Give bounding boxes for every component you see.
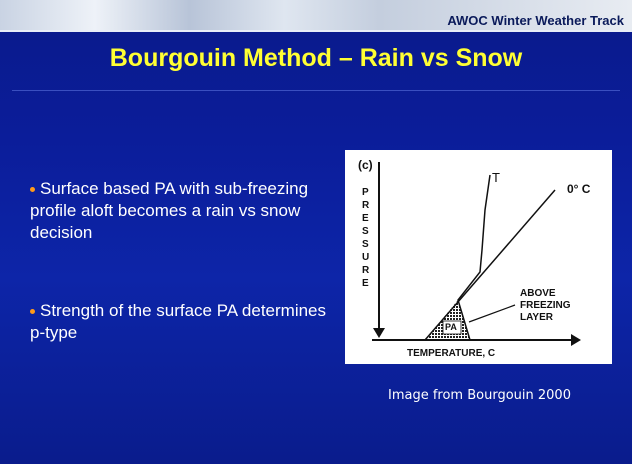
banner: AWOC Winter Weather Track [0, 0, 632, 30]
annotation-line: LAYER [520, 312, 553, 323]
bullet-dot [30, 309, 35, 315]
bullet-text: Surface based PA with sub-freezing profi… [30, 179, 309, 242]
area-label: PA [445, 322, 457, 332]
divider [12, 90, 620, 91]
arrowhead [571, 334, 581, 346]
pa-box [442, 320, 462, 335]
panel-label: (c) [358, 158, 373, 172]
y-axis-label: PRESSURE [362, 187, 370, 289]
diagram [372, 162, 581, 346]
arrowhead [373, 328, 385, 338]
bullet: Strength of the surface PA determines p-… [30, 300, 330, 344]
x-axis-label: TEMPERATURE, C [407, 348, 496, 359]
annotation-line: FREEZING [520, 300, 571, 311]
isotherm [424, 189, 556, 341]
bullet-text: Strength of the surface PA determines p-… [30, 301, 327, 342]
pointer [468, 304, 516, 323]
track-label: AWOC Winter Weather Track [447, 13, 624, 28]
figure: (c) PRESSURE T 0° C ABOVE FREEZING LAYER… [345, 150, 612, 364]
caption: Image from Bourgouin 2000 [388, 388, 571, 403]
curve-label: T [492, 170, 500, 185]
annotation: ABOVE FREEZING LAYER [520, 288, 571, 324]
isotherm-label: 0° C [567, 182, 591, 196]
bullet-dot [30, 187, 35, 193]
slide-title: Bourgouin Method – Rain vs Snow [109, 44, 523, 72]
bullet: Surface based PA with sub-freezing profi… [30, 178, 330, 244]
banner-rule [0, 30, 632, 32]
annotation-line: ABOVE [520, 288, 556, 299]
temperature-curve [457, 174, 491, 341]
